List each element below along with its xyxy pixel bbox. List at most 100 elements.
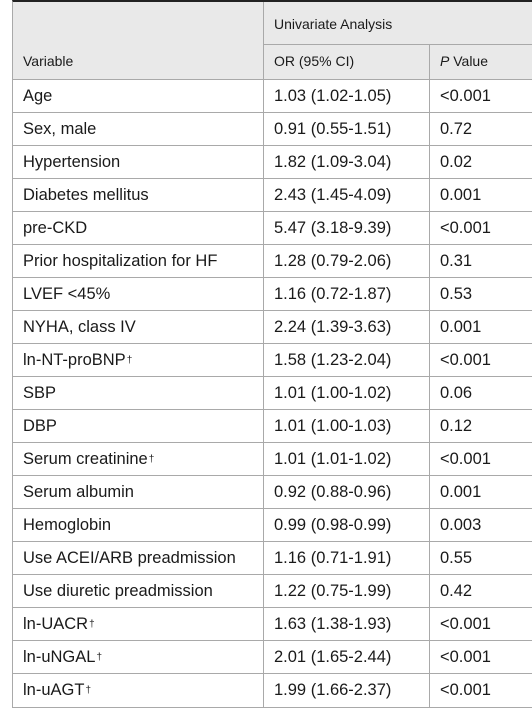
odds-ratio-cell: 1.16 (0.72-1.87) [263,278,429,310]
variable-name: DBP [23,416,57,435]
variable-cell: ln-uNGAL † [13,641,263,673]
table-row: Hypertension 1.82 (1.09-3.04) 0.02 [13,145,532,178]
odds-ratio-cell: 1.01 (1.00-1.03) [263,410,429,442]
p-value-cell: 0.31 [429,245,532,277]
variable-name: pre-CKD [23,218,88,237]
odds-ratio-cell: 2.01 (1.65-2.44) [263,641,429,673]
variable-cell: ln-uAGT † [13,674,263,707]
table-row: ln-uAGT † 1.99 (1.66-2.37) <0.001 [13,673,532,708]
variable-cell: Sex, male [13,113,263,145]
odds-ratio-cell: 1.01 (1.00-1.02) [263,377,429,409]
p-value-column-header: P Value [429,45,532,79]
table-row: Serum albumin 0.92 (0.88-0.96) 0.001 [13,475,532,508]
or-column-header: OR (95% CI) [263,45,430,79]
table-row: pre-CKD 5.47 (3.18-9.39) <0.001 [13,211,532,244]
p-value-cell: 0.12 [429,410,532,442]
variable-cell: LVEF <45% [13,278,263,310]
variable-cell: Serum creatinine † [13,443,263,475]
table-row: Sex, male 0.91 (0.55-1.51) 0.72 [13,112,532,145]
variable-name: Prior hospitalization for HF [23,251,218,270]
dagger-footnote-mark: † [126,354,133,366]
variable-name: Age [23,86,53,105]
p-value-cell: 0.001 [429,179,532,211]
p-value-cell: 0.55 [429,542,532,574]
odds-ratio-cell: 1.01 (1.01-1.02) [263,443,429,475]
table-row: Use diuretic preadmission 1.22 (0.75-1.99… [13,574,532,607]
variable-cell: Hypertension [13,146,263,178]
table-row: Diabetes mellitus 2.43 (1.45-4.09) 0.001 [13,178,532,211]
table-row: LVEF <45% 1.16 (0.72-1.87) 0.53 [13,277,532,310]
variable-name: Hypertension [23,152,121,171]
table-row: Serum creatinine † 1.01 (1.01-1.02) <0.001 [13,442,532,475]
variable-name: ln-uNGAL [23,647,96,666]
odds-ratio-cell: 5.47 (3.18-9.39) [263,212,429,244]
odds-ratio-cell: 1.03 (1.02-1.05) [263,80,429,112]
variable-cell: SBP [13,377,263,409]
variable-cell: ln-UACR † [13,608,263,640]
table-body: Age 1.03 (1.02-1.05) <0.001 Sex, male 0.91 (… [13,79,532,708]
odds-ratio-cell: 0.91 (0.55-1.51) [263,113,429,145]
table-row: NYHA, class IV 2.24 (1.39-3.63) 0.001 [13,310,532,343]
table-header: Univariate Analysis Variable OR (95% CI)… [13,2,532,79]
variable-name: NYHA, class IV [23,317,136,336]
variable-cell: pre-CKD [13,212,263,244]
odds-ratio-cell: 1.82 (1.09-3.04) [263,146,429,178]
variable-name: Sex, male [23,119,97,138]
p-value-cell: 0.02 [429,146,532,178]
variable-cell: Age [13,80,263,112]
variable-name: Hemoglobin [23,515,112,534]
table-row: Age 1.03 (1.02-1.05) <0.001 [13,79,532,112]
odds-ratio-cell: 0.92 (0.88-0.96) [263,476,429,508]
results-table: Univariate Analysis Variable OR (95% CI)… [12,0,532,708]
odds-ratio-cell: 1.22 (0.75-1.99) [263,575,429,607]
p-value-cell: 0.003 [429,509,532,541]
odds-ratio-cell: 2.24 (1.39-3.63) [263,311,429,343]
p-value-cell: 0.72 [429,113,532,145]
p-value-cell: <0.001 [429,212,532,244]
variable-cell: ln-NT-proBNP † [13,344,263,376]
dagger-footnote-mark: † [85,685,91,696]
odds-ratio-cell: 1.28 (0.79-2.06) [263,245,429,277]
variable-cell: Use diuretic preadmission [13,575,263,607]
odds-ratio-cell: 1.16 (0.71-1.91) [263,542,429,574]
variable-name: Serum albumin [23,482,134,501]
odds-ratio-cell: 1.99 (1.66-2.37) [263,674,429,707]
odds-ratio-cell: 1.58 (1.23-2.04) [263,344,429,376]
p-value-cell: <0.001 [429,344,532,376]
variable-cell: NYHA, class IV [13,311,263,343]
p-value-cell: 0.001 [429,476,532,508]
dagger-footnote-mark: † [96,651,103,663]
table-row: ln-UACR † 1.63 (1.38-1.93) <0.001 [13,607,532,640]
variable-cell: Hemoglobin [13,509,263,541]
table-row: SBP 1.01 (1.00-1.02) 0.06 [13,376,532,409]
odds-ratio-cell: 0.99 (0.98-0.99) [263,509,429,541]
univariate-group-header: Univariate Analysis [263,2,532,45]
variable-name: ln-uAGT [23,681,85,699]
variable-name: Use ACEI/ARB preadmission [23,548,236,567]
variable-name: SBP [23,383,57,402]
p-value-cell: 0.001 [429,311,532,343]
univariate-group-label: Univariate Analysis [274,16,393,32]
variable-column-header: Variable [23,53,74,69]
p-value-cell: <0.001 [429,80,532,112]
table-row: DBP 1.01 (1.00-1.03) 0.12 [13,409,532,442]
p-value-cell: <0.001 [429,674,532,707]
table-row: Prior hospitalization for HF 1.28 (0.79-2… [13,244,532,277]
variable-name: Serum creatinine [23,449,148,468]
p-value-cell: <0.001 [429,608,532,640]
p-value-cell: 0.53 [429,278,532,310]
variable-cell: Serum albumin [13,476,263,508]
table-row: Use ACEI/ARB preadmission 1.16 (0.71-1.91… [13,541,532,574]
variable-cell: Prior hospitalization for HF [13,245,263,277]
p-value-cell: 0.06 [429,377,532,409]
odds-ratio-cell: 2.43 (1.45-4.09) [263,179,429,211]
variable-cell: DBP [13,410,263,442]
or-column-label: OR (95% CI) [274,53,355,69]
variable-cell: Diabetes mellitus [13,179,263,211]
variable-cell: Use ACEI/ARB preadmission [13,542,263,574]
p-value-cell: 0.42 [429,575,532,607]
table-row: ln-uNGAL † 2.01 (1.65-2.44) <0.001 [13,640,532,673]
variable-name: LVEF <45% [23,284,111,303]
variable-name: ln-NT-proBNP [23,350,126,369]
variable-name: Use diuretic preadmission [23,581,213,600]
